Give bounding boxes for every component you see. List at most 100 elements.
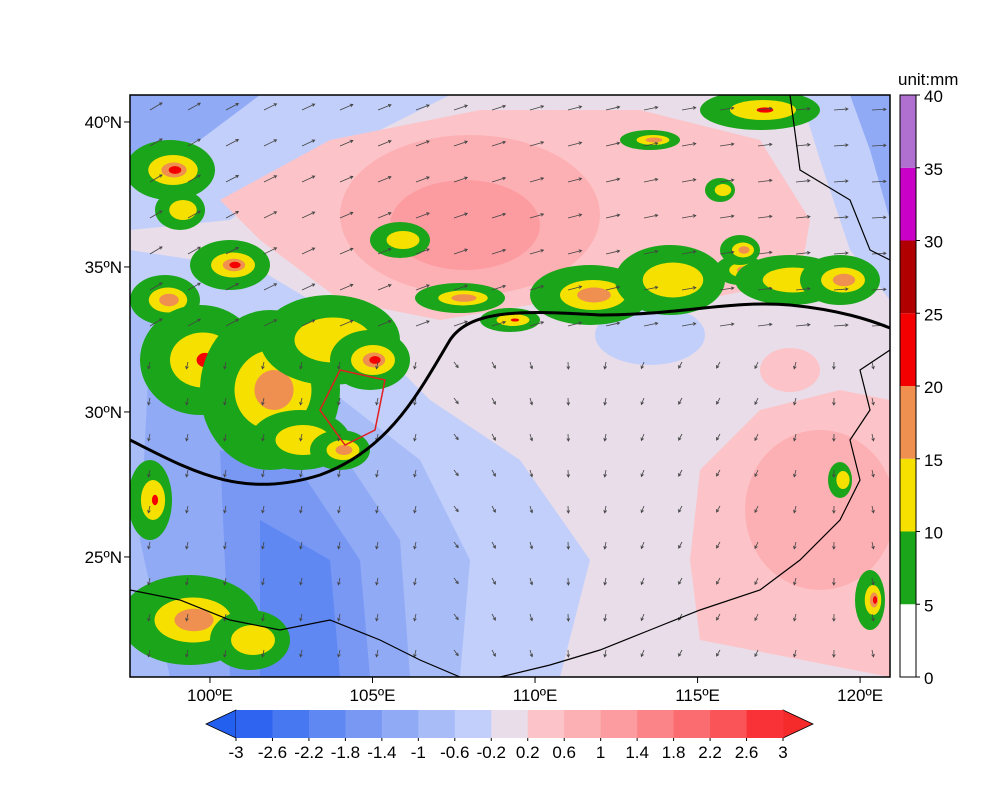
border — [130, 589, 461, 677]
wind-arrow — [678, 469, 683, 477]
rain-area — [451, 294, 477, 302]
wind-arrow — [793, 613, 797, 622]
wind-arrow — [185, 397, 189, 406]
wind-arrow — [871, 179, 887, 184]
wind-arrow — [566, 361, 571, 370]
colorbar-segment — [381, 710, 419, 738]
wind-arrow — [225, 211, 240, 219]
wind-arrow — [754, 433, 759, 442]
wind-arrow — [491, 248, 507, 255]
trough-line — [130, 302, 890, 486]
wind-arrow — [719, 322, 735, 327]
colorbar-segment — [637, 710, 675, 738]
colorbar-segment — [272, 710, 310, 738]
wind-arrow — [643, 141, 659, 147]
wind-arrow — [871, 361, 875, 370]
y-tick-label: 30ºN — [85, 403, 122, 422]
wind-arrow — [223, 361, 227, 370]
rain-area — [159, 293, 179, 307]
wind-arrow — [453, 433, 459, 441]
wind-arrow — [491, 176, 507, 183]
wind-arrow — [413, 541, 417, 550]
wind-arrow — [491, 541, 496, 549]
wind-arrow — [754, 397, 759, 406]
wind-arrow — [833, 179, 849, 183]
colorbar-label: -1 — [411, 743, 426, 762]
wind-arrow — [681, 106, 697, 111]
wind-arrow — [567, 321, 583, 327]
colorbar-label: 0 — [924, 669, 933, 688]
wind-arrow — [681, 250, 697, 255]
wind-arrow — [377, 248, 392, 255]
wind-arrow — [832, 469, 836, 478]
wind-arrow — [453, 320, 469, 327]
wind-arrow — [793, 505, 797, 514]
wind-arrow — [567, 177, 583, 183]
wind-arrow — [453, 104, 469, 111]
colorbar-segment — [236, 710, 273, 738]
colorbar-segment — [900, 313, 916, 386]
colorbar-segment — [900, 240, 916, 314]
wind-arrow — [147, 469, 151, 478]
wind-arrow — [716, 361, 721, 369]
wind-arrow — [223, 577, 227, 586]
wind-arrow — [871, 287, 887, 292]
wind-arrow — [832, 433, 836, 442]
wind-arrow — [529, 433, 534, 442]
wind-arrow — [567, 285, 583, 291]
wind-arrow — [716, 541, 721, 549]
wind-arrow — [757, 322, 773, 327]
rain-area — [642, 262, 704, 298]
wind-arrow — [640, 577, 645, 586]
wind-arrow — [605, 177, 621, 183]
wind-vectors — [147, 102, 887, 658]
wind-arrow — [678, 649, 683, 657]
colorbar-segment — [491, 710, 529, 738]
basin-outline — [319, 369, 386, 446]
wind-arrow — [681, 178, 697, 183]
wind-arrow — [223, 397, 227, 406]
wind-arrow — [337, 469, 341, 478]
wind-arrow — [301, 175, 316, 183]
wind-arrow — [491, 505, 496, 513]
wind-arrow — [149, 174, 163, 183]
wind-arrow — [529, 577, 534, 586]
wind-arrow — [793, 361, 797, 370]
wind-arrow — [529, 321, 545, 327]
wind-arrow — [491, 649, 496, 657]
wind-arrow — [871, 107, 887, 112]
wind-arrow — [453, 176, 469, 183]
wind-arrow — [339, 319, 354, 327]
wind-arrow — [643, 213, 659, 219]
map-field — [130, 95, 890, 677]
wind-arrow — [147, 361, 151, 370]
y-tick-label: 40ºN — [85, 113, 122, 132]
wind-arrow — [185, 361, 189, 370]
colorbar-label: -1.4 — [367, 743, 396, 762]
wind-arrow — [793, 397, 797, 406]
wind-arrow — [375, 649, 379, 658]
wind-arrow — [491, 212, 507, 219]
wind-arrow — [337, 577, 341, 586]
colorbar-segment — [900, 604, 916, 677]
wind-arrow — [833, 251, 849, 255]
colorbar-label: 15 — [924, 451, 943, 470]
wind-arrow — [299, 541, 303, 550]
wind-arrow — [301, 211, 316, 219]
rain-area — [231, 625, 275, 655]
wind-arrow — [147, 433, 151, 442]
wind-arrow — [149, 138, 163, 147]
wind-arrow — [566, 541, 571, 550]
wind-arrow — [566, 433, 571, 442]
rain-area — [369, 356, 381, 364]
wind-arrow — [605, 285, 621, 291]
colorbar-segment — [900, 95, 916, 168]
wind-arrow — [716, 613, 721, 621]
wind-arrow — [871, 215, 887, 220]
wind-arrow — [871, 397, 875, 406]
colorbar-segment — [673, 710, 711, 738]
wind-arrow — [603, 469, 607, 478]
wind-arrow — [413, 577, 417, 586]
wind-arrow — [339, 175, 354, 183]
wind-arrow — [147, 397, 151, 406]
